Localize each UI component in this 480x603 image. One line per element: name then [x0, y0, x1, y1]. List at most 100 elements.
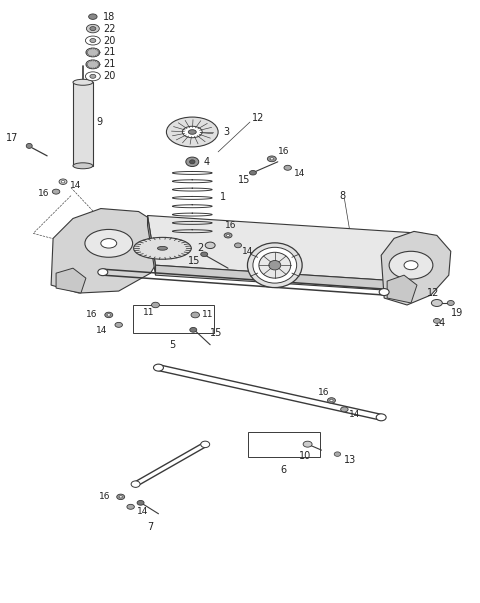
- Ellipse shape: [154, 364, 164, 371]
- Text: 18: 18: [103, 11, 115, 22]
- Text: 14: 14: [70, 181, 82, 190]
- Ellipse shape: [270, 158, 274, 160]
- Ellipse shape: [267, 156, 276, 162]
- Ellipse shape: [447, 300, 454, 306]
- Text: 16: 16: [225, 221, 237, 230]
- Ellipse shape: [59, 179, 67, 185]
- Polygon shape: [56, 268, 86, 293]
- Ellipse shape: [90, 74, 96, 78]
- Ellipse shape: [101, 239, 117, 248]
- Text: 14: 14: [242, 247, 253, 256]
- Ellipse shape: [250, 171, 256, 175]
- Ellipse shape: [389, 251, 433, 279]
- Text: 13: 13: [344, 455, 357, 465]
- Ellipse shape: [186, 157, 199, 166]
- Ellipse shape: [157, 247, 168, 250]
- Text: 16: 16: [318, 388, 329, 397]
- Ellipse shape: [341, 407, 348, 412]
- Text: 14: 14: [349, 410, 361, 419]
- Text: 15: 15: [188, 256, 201, 267]
- Ellipse shape: [26, 144, 32, 148]
- Ellipse shape: [259, 252, 291, 278]
- Text: 14: 14: [294, 169, 305, 178]
- Text: 19: 19: [451, 308, 463, 318]
- Text: 20: 20: [103, 36, 115, 45]
- Ellipse shape: [182, 126, 202, 137]
- Ellipse shape: [131, 481, 140, 487]
- Ellipse shape: [190, 160, 195, 164]
- Text: 22: 22: [103, 24, 115, 34]
- Ellipse shape: [224, 233, 232, 238]
- Ellipse shape: [253, 247, 297, 283]
- Ellipse shape: [379, 289, 389, 295]
- Ellipse shape: [52, 189, 60, 194]
- Ellipse shape: [433, 318, 440, 323]
- Polygon shape: [156, 265, 431, 293]
- Ellipse shape: [73, 163, 93, 169]
- Text: 15: 15: [238, 175, 251, 185]
- Text: 15: 15: [210, 328, 223, 338]
- Polygon shape: [387, 275, 417, 303]
- Ellipse shape: [107, 314, 110, 316]
- Ellipse shape: [376, 414, 386, 421]
- Text: 11: 11: [143, 308, 154, 317]
- Ellipse shape: [201, 441, 210, 447]
- Ellipse shape: [133, 238, 192, 259]
- Text: 12: 12: [252, 113, 264, 123]
- Ellipse shape: [105, 312, 113, 318]
- Ellipse shape: [235, 243, 241, 248]
- Ellipse shape: [152, 302, 159, 308]
- Ellipse shape: [404, 260, 418, 270]
- Ellipse shape: [86, 24, 99, 33]
- Ellipse shape: [327, 398, 336, 403]
- Text: 14: 14: [137, 507, 148, 516]
- Ellipse shape: [119, 496, 122, 498]
- Polygon shape: [147, 215, 431, 283]
- Ellipse shape: [227, 235, 229, 236]
- Text: 2: 2: [197, 243, 204, 253]
- Text: 21: 21: [103, 59, 115, 69]
- Text: 14: 14: [434, 318, 446, 328]
- Ellipse shape: [89, 14, 97, 19]
- Ellipse shape: [86, 60, 100, 69]
- Text: 11: 11: [202, 311, 214, 320]
- Polygon shape: [381, 232, 451, 305]
- Text: 1: 1: [220, 192, 226, 202]
- Ellipse shape: [137, 500, 144, 505]
- Ellipse shape: [167, 117, 218, 147]
- Text: 17: 17: [6, 133, 19, 143]
- Ellipse shape: [188, 130, 196, 134]
- Ellipse shape: [117, 494, 125, 500]
- Ellipse shape: [61, 180, 65, 183]
- Ellipse shape: [432, 300, 443, 306]
- Ellipse shape: [86, 48, 100, 57]
- Ellipse shape: [90, 27, 96, 31]
- Text: 12: 12: [427, 288, 439, 298]
- Text: 9: 9: [97, 117, 103, 127]
- Text: 4: 4: [203, 157, 209, 167]
- Ellipse shape: [284, 165, 291, 170]
- Ellipse shape: [190, 327, 197, 332]
- Ellipse shape: [269, 260, 281, 270]
- Ellipse shape: [248, 243, 302, 288]
- Bar: [132, 305, 214, 333]
- Text: 14: 14: [96, 326, 107, 335]
- Ellipse shape: [205, 242, 215, 248]
- Ellipse shape: [85, 229, 132, 257]
- Bar: [248, 432, 320, 457]
- Ellipse shape: [85, 36, 100, 45]
- Ellipse shape: [85, 72, 100, 81]
- Text: 10: 10: [299, 451, 311, 461]
- Bar: [73, 82, 93, 166]
- Ellipse shape: [115, 323, 122, 327]
- Text: 16: 16: [86, 311, 97, 320]
- Ellipse shape: [98, 269, 108, 276]
- Text: 3: 3: [223, 127, 229, 137]
- Ellipse shape: [90, 39, 96, 42]
- Text: 16: 16: [99, 493, 110, 501]
- Ellipse shape: [201, 252, 208, 256]
- Text: 16: 16: [38, 189, 49, 198]
- Text: 16: 16: [278, 147, 289, 156]
- Ellipse shape: [334, 452, 341, 456]
- Text: 8: 8: [339, 191, 346, 201]
